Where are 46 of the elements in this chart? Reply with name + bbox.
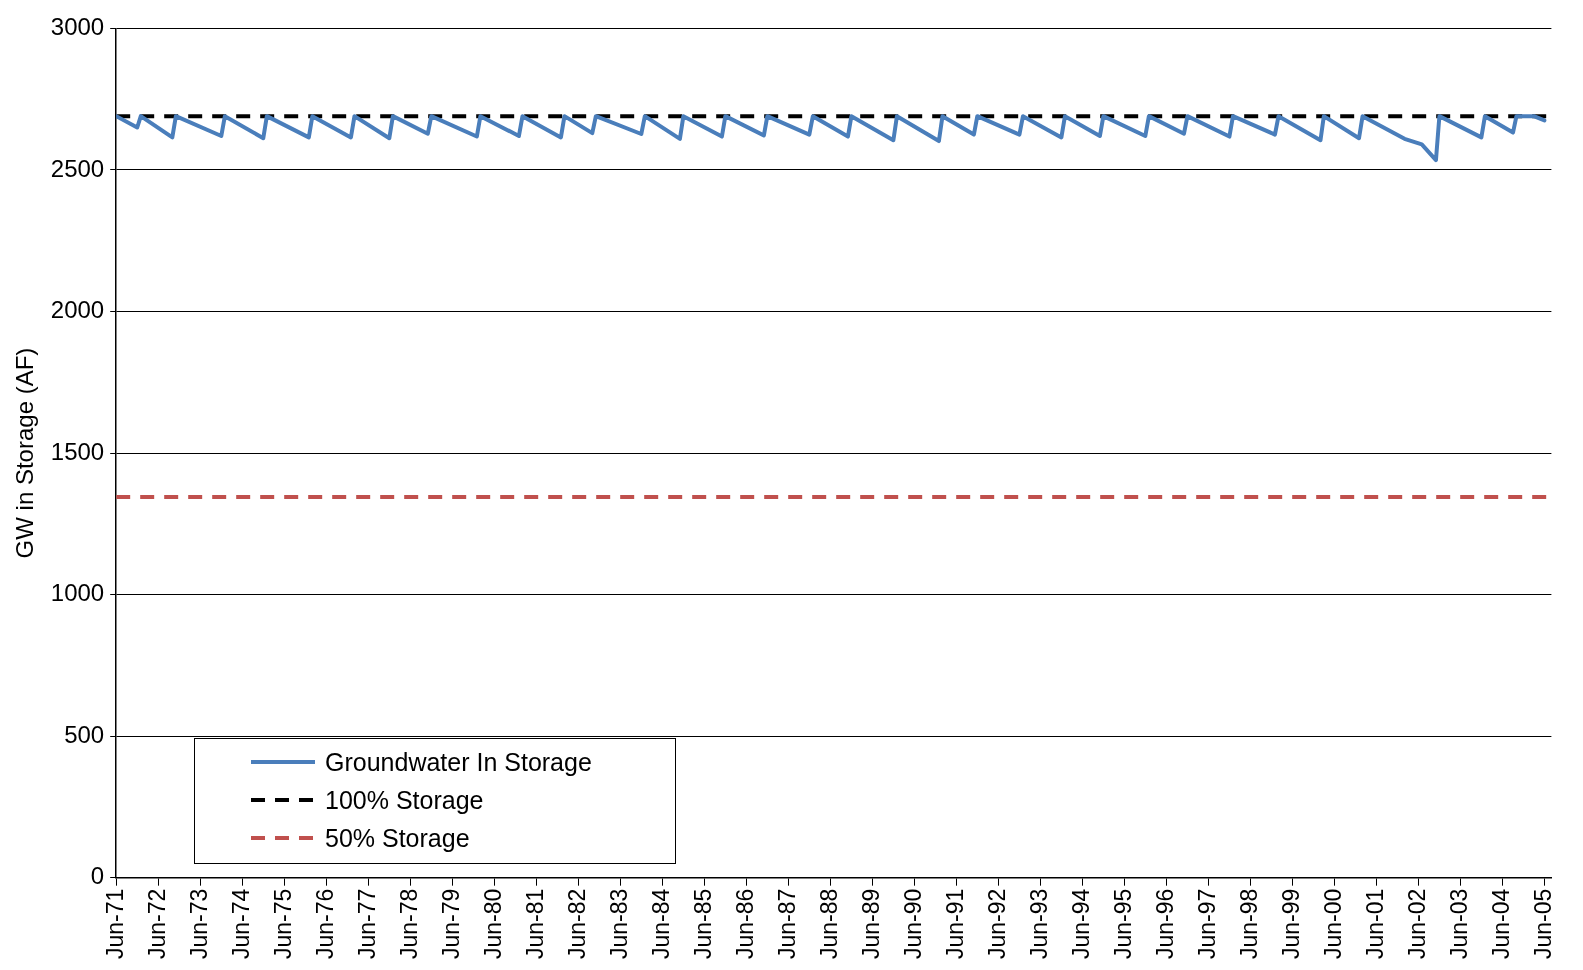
- x-tick-label: Jun-91: [941, 888, 968, 959]
- x-tick-label: Jun-94: [1067, 888, 1094, 959]
- x-tick-label: Jun-00: [1319, 888, 1346, 959]
- y-tick-label: 2500: [50, 154, 105, 182]
- y-tick-label: 2000: [50, 296, 105, 324]
- x-tick-label: Jun-98: [1235, 888, 1262, 959]
- x-tick-label: Jun-79: [437, 888, 464, 959]
- x-tick-label: Jun-90: [899, 888, 926, 959]
- x-tick-label: Jun-97: [1193, 888, 1220, 959]
- x-tick-label: Jun-89: [857, 888, 884, 959]
- x-tick-label: Jun-84: [647, 888, 674, 959]
- x-tick-label: Jun-88: [815, 888, 842, 959]
- x-tick-label: Jun-80: [479, 888, 506, 959]
- x-tick-label: Jun-02: [1403, 888, 1430, 959]
- y-tick-label: 500: [64, 720, 105, 748]
- legend-label: 100% Storage: [325, 785, 484, 815]
- x-tick-label: Jun-76: [311, 888, 338, 959]
- y-tick-label: 1000: [50, 579, 105, 607]
- legend-label: 50% Storage: [325, 823, 470, 853]
- x-tick-label: Jun-81: [521, 888, 548, 959]
- x-tick-label: Jun-75: [269, 888, 296, 959]
- x-tick-label: Jun-86: [731, 888, 758, 959]
- x-tick-label: Jun-73: [185, 888, 212, 959]
- x-tick-label: Jun-71: [101, 888, 128, 959]
- legend-label: Groundwater In Storage: [325, 747, 592, 777]
- x-tick-label: Jun-93: [1025, 888, 1052, 959]
- x-tick-label: Jun-82: [563, 888, 590, 959]
- x-tick-label: Jun-95: [1109, 888, 1136, 959]
- x-tick-label: Jun-04: [1487, 888, 1514, 959]
- y-tick-label: 0: [90, 862, 105, 890]
- x-tick-label: Jun-96: [1151, 888, 1178, 959]
- y-tick-label: 1500: [50, 437, 105, 465]
- x-tick-label: Jun-78: [395, 888, 422, 959]
- y-tick-label: 3000: [50, 13, 105, 41]
- x-tick-label: Jun-05: [1529, 888, 1556, 959]
- x-tick-label: Jun-99: [1277, 888, 1304, 959]
- x-tick-label: Jun-85: [689, 888, 716, 959]
- x-tick-label: Jun-83: [605, 888, 632, 959]
- y-axis-title: GW in Storage (AF): [11, 347, 39, 559]
- x-tick-label: Jun-74: [227, 888, 254, 959]
- x-tick-label: Jun-01: [1361, 888, 1388, 959]
- x-tick-label: Jun-72: [143, 888, 170, 959]
- x-tick-label: Jun-92: [983, 888, 1010, 959]
- x-tick-label: Jun-03: [1445, 888, 1472, 959]
- x-tick-label: Jun-87: [773, 888, 800, 959]
- x-tick-label: Jun-77: [353, 888, 380, 959]
